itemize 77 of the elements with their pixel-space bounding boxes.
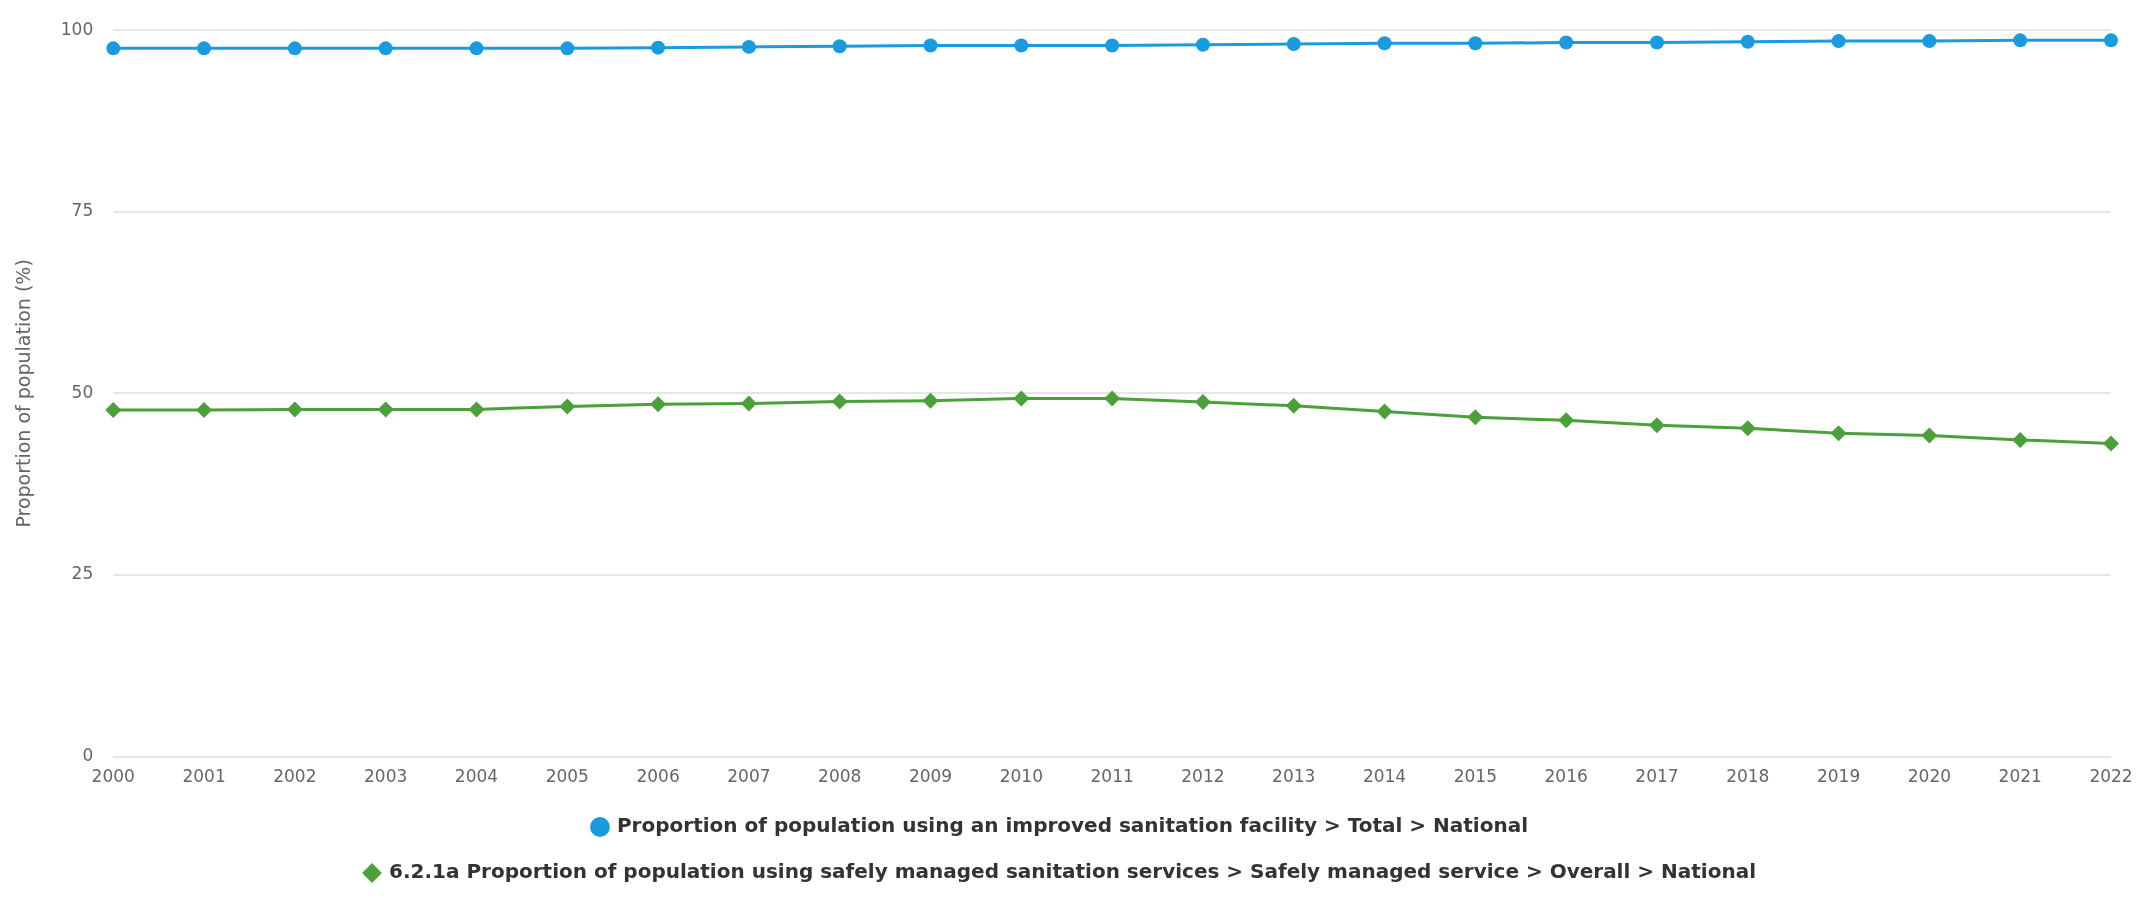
point [1740,34,1755,49]
point [1014,38,1029,53]
y-tick-label: 0 [82,745,94,766]
x-tick-label: 2003 [364,766,408,787]
point [2013,33,2028,48]
point [1921,427,1938,444]
point [1922,34,1937,49]
x-tick-label: 2006 [636,766,680,787]
point [1558,412,1575,429]
x-tick-label: 2017 [1635,766,1679,787]
point [1739,420,1756,437]
x-tick-label: 2000 [91,766,135,787]
point [1467,409,1484,426]
x-tick-label: 2008 [818,766,862,787]
point [831,393,848,410]
point [1649,35,1664,50]
point [1831,34,1846,49]
point [196,402,213,419]
x-tick-label: 2012 [1181,766,1225,787]
x-tick-label: 2001 [182,766,226,787]
point [1648,417,1665,434]
x-tick-label: 2013 [1272,766,1316,787]
x-tick-label: 2021 [1998,766,2042,787]
y-tick-label: 25 [71,563,94,584]
point [106,41,121,56]
point [923,38,938,53]
point [1376,403,1393,420]
legend-label: Proportion of population using an improved sanitation facility > Total > National [616,813,1529,838]
y-tick-label: 100 [60,18,94,39]
y-tick-label: 50 [71,381,94,402]
point [287,41,302,56]
point [378,41,393,56]
point [469,41,484,56]
point [1830,425,1847,442]
point [1013,390,1030,407]
point [560,41,575,56]
point [2012,431,2029,448]
point [2104,33,2118,48]
x-tick-label: 2015 [1453,766,1497,787]
x-tick-label: 2002 [273,766,317,787]
point [197,41,212,56]
x-tick-label: 2014 [1362,766,1407,787]
x-tick-label: 2019 [1816,766,1861,787]
point [468,401,485,418]
point [1194,394,1211,411]
point [1286,37,1301,51]
x-tick-label: 2022 [2089,766,2133,787]
point [832,39,847,54]
point [1105,38,1120,53]
point [286,401,303,418]
x-tick-label: 2016 [1544,766,1588,787]
point [922,392,939,409]
x-tick-label: 2011 [1090,766,1134,787]
x-tick-label: 2007 [727,766,771,787]
point [105,402,122,419]
x-tick-label: 2010 [999,766,1043,787]
point [1468,36,1483,51]
x-tick-label: 2009 [908,766,953,787]
point [650,396,667,413]
point [1285,397,1302,414]
y-tick-label: 75 [71,200,94,221]
legend-label: 6.2.1a Proportion of population using safely managed sanitation services > Safely managed service > Overall > National [389,859,1756,884]
point [377,401,394,418]
x-tick-label: 2005 [545,766,589,787]
x-tick-label: 2004 [454,766,499,787]
point [559,398,576,415]
y-axis-title: Proportion of population (%) [12,259,35,528]
point [741,39,756,54]
point [1559,35,1574,50]
x-tick-label: 2020 [1907,766,1952,787]
point [651,40,666,55]
x-tick-label: 2018 [1726,766,1770,787]
point [740,395,757,412]
point [1377,36,1392,51]
point [1104,390,1121,407]
point [2103,435,2119,452]
point [1195,37,1210,52]
